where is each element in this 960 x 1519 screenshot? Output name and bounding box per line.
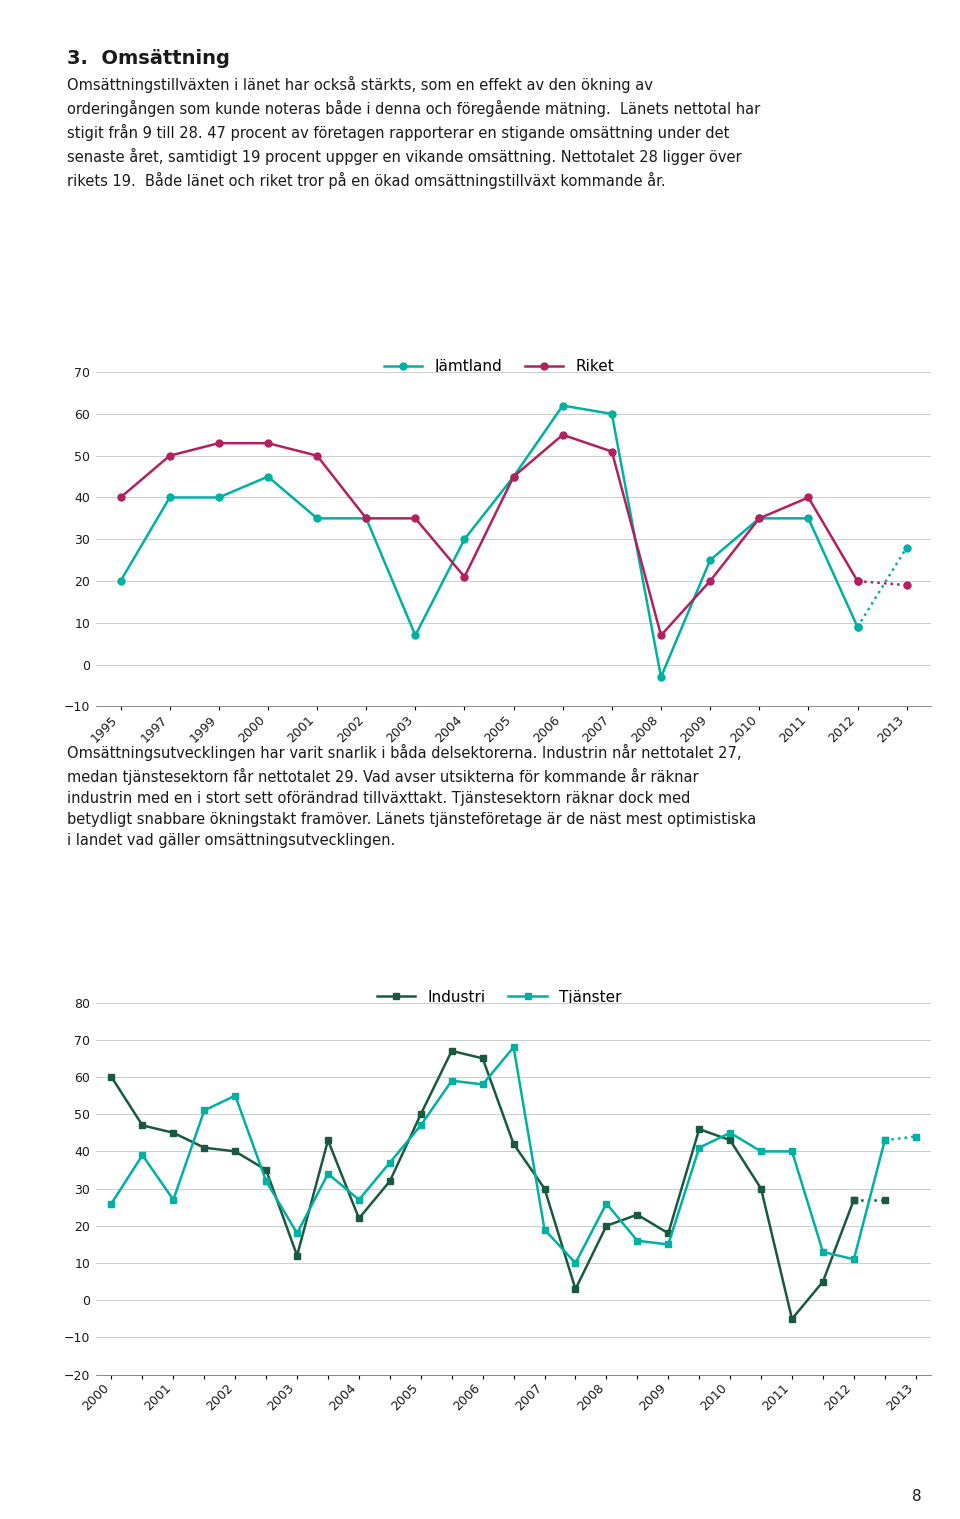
Text: Omsättningstillväxten i länet har också stärkts, som en effekt av den ökning av
: Omsättningstillväxten i länet har också … [67, 76, 760, 188]
Text: 8: 8 [912, 1489, 922, 1504]
Text: 3.  Omsättning: 3. Omsättning [67, 49, 230, 68]
Legend: Jämtland, Riket: Jämtland, Riket [378, 354, 620, 380]
Legend: Industri, Tjänster: Industri, Tjänster [371, 984, 628, 1010]
Text: Omsättningsutvecklingen har varit snarlik i båda delsektorerna. Industrin når ne: Omsättningsutvecklingen har varit snarli… [67, 744, 756, 848]
